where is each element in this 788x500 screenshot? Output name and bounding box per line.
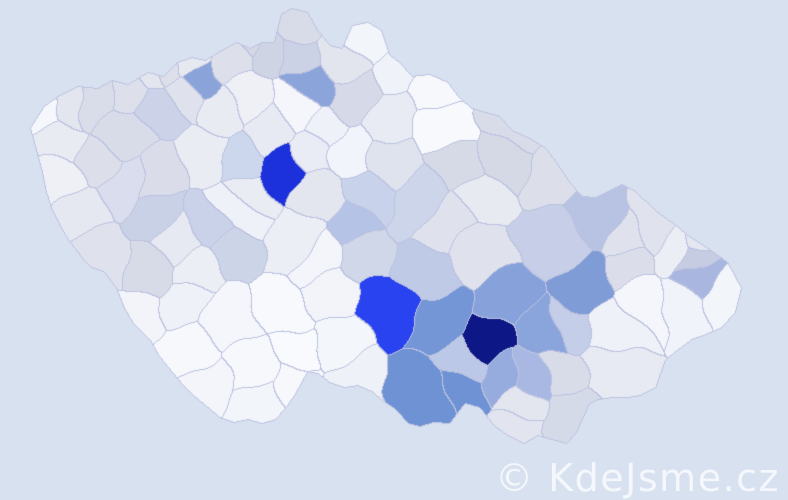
czech-districts-map-container: © KdeJsme.cz [0, 0, 788, 500]
map-canvas[interactable] [0, 0, 788, 500]
